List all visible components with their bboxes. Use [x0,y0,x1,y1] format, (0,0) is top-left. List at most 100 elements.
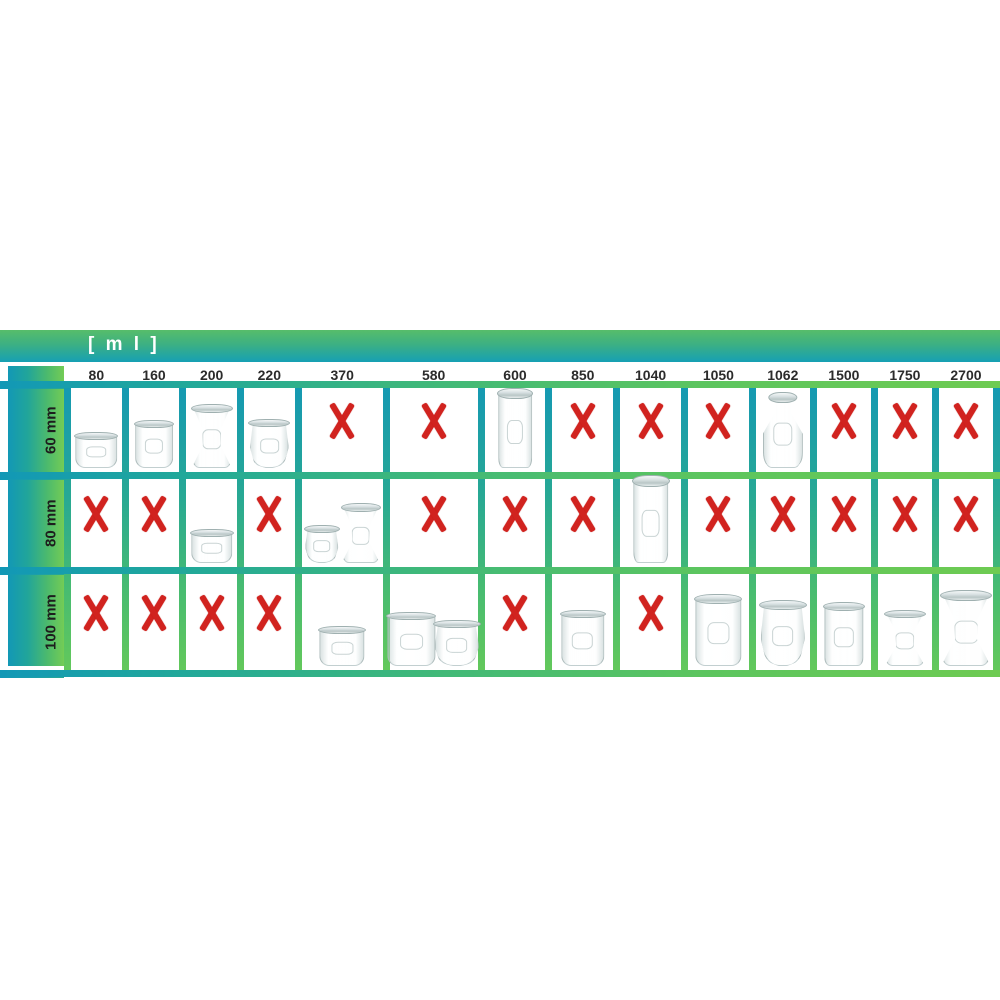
matrix-cell-80mm-1062[interactable] [756,479,810,567]
cell-content [878,574,932,670]
not-available-x-icon [628,589,674,635]
matrix-cell-60mm-1050[interactable] [688,388,749,472]
not-available-x-icon [943,397,989,443]
matrix-cell-60mm-580[interactable] [390,388,478,472]
matrix-cell-60mm-160[interactable] [129,388,180,472]
column-divider [179,388,187,670]
matrix-cell-80mm-160[interactable] [129,479,180,567]
matrix-cell-100mm-1050[interactable] [688,574,749,670]
matrix-cell-80mm-370[interactable] [302,479,383,567]
jar-icon [189,529,234,563]
matrix-cell-60mm-600[interactable] [485,388,546,472]
matrix-cell-100mm-80[interactable] [71,574,122,670]
matrix-cell-60mm-1062[interactable] [756,388,810,472]
matrix-cell-80mm-2700[interactable] [939,479,993,567]
jar-emblem-icon [331,642,354,655]
matrix-cell-60mm-80[interactable] [71,388,122,472]
matrix-cell-80mm-220[interactable] [244,479,295,567]
column-divider [870,388,878,670]
matrix-cell-60mm-370[interactable] [302,388,383,472]
column-divider [993,388,1000,670]
matrix-cell-100mm-200[interactable] [186,574,237,670]
matrix-cell-100mm-1062[interactable] [756,574,810,670]
jar-icon [559,610,606,666]
matrix-cell-80mm-80[interactable] [71,479,122,567]
not-available-x-icon [492,589,538,635]
jar-lid-icon [133,420,174,428]
cell-content [552,388,613,472]
jar-emblem-icon [259,438,279,454]
jar-lid-icon [189,529,234,537]
jar-icon [340,503,381,563]
unit-header-bar: [ m l ] [0,330,1000,362]
not-available-x-icon [695,397,741,443]
matrix-cell-80mm-200[interactable] [186,479,237,567]
left-spine-gradient [8,366,64,666]
matrix-cell-60mm-1040[interactable] [620,388,681,472]
jar-icon [318,626,367,666]
jar-emblem-icon [351,526,370,546]
jar-lid-icon [190,404,233,413]
matrix-cell-100mm-1500[interactable] [817,574,871,670]
matrix-cell-100mm-850[interactable] [552,574,613,670]
jar-body [319,629,365,666]
jar-lid-icon [631,475,670,487]
jar-icon [74,432,119,468]
matrix-cell-80mm-850[interactable] [552,479,613,567]
jar-lid-icon [559,610,606,618]
not-available-x-icon [760,490,806,536]
matrix-cell-80mm-1500[interactable] [817,479,871,567]
matrix-cell-60mm-2700[interactable] [939,388,993,472]
jar-body [884,613,925,666]
jar-lid-icon [496,388,533,399]
unit-label: [ m l ] [88,334,160,355]
matrix-cell-100mm-2700[interactable] [939,574,993,670]
column-divider [748,388,756,670]
cell-content [688,574,749,670]
matrix-cell-60mm-200[interactable] [186,388,237,472]
matrix-cell-100mm-220[interactable] [244,574,295,670]
not-available-x-icon [882,490,928,536]
cell-content [71,479,122,567]
cell-content [386,574,481,670]
jar-emblem-icon [86,446,107,458]
matrix-cell-100mm-600[interactable] [485,574,546,670]
matrix-cell-100mm-370[interactable] [302,574,383,670]
not-available-x-icon [695,490,741,536]
matrix-cell-80mm-1750[interactable] [878,479,932,567]
matrix-cell-80mm-580[interactable] [390,479,478,567]
jar-lid-icon [386,612,437,620]
matrix-cell-100mm-1040[interactable] [620,574,681,670]
matrix-cell-60mm-220[interactable] [244,388,295,472]
not-available-x-icon [73,490,119,536]
not-available-x-icon [131,589,177,635]
matrix-cell-60mm-1500[interactable] [817,388,871,472]
column-divider [382,388,390,670]
jar-lid-icon [303,525,340,533]
not-available-x-icon [246,589,292,635]
matrix-cell-80mm-1050[interactable] [688,479,749,567]
jar-emblem-icon [895,632,915,650]
matrix-cell-80mm-600[interactable] [485,479,546,567]
matrix-cell-100mm-160[interactable] [129,574,180,670]
jar-icon [133,420,174,468]
not-available-x-icon [492,490,538,536]
jar-icon [386,612,437,666]
cell-content [186,479,237,567]
cell-content [939,574,993,670]
column-divider [294,388,302,670]
matrix-cell-60mm-1750[interactable] [878,388,932,472]
matrix-cell-60mm-850[interactable] [552,388,613,472]
matrix-cell-100mm-1750[interactable] [878,574,932,670]
column-divider [237,388,244,670]
matrix-cell-80mm-1040[interactable] [620,475,681,567]
not-available-x-icon [73,589,119,635]
matrix-cell-100mm-580[interactable] [386,574,481,670]
not-available-x-icon [319,397,365,443]
column-divider [809,388,817,670]
not-available-x-icon [628,397,674,443]
cell-content [485,479,546,567]
jar-emblem-icon [772,626,794,647]
jar-body [498,392,532,468]
jar-emblem-icon [834,627,854,647]
